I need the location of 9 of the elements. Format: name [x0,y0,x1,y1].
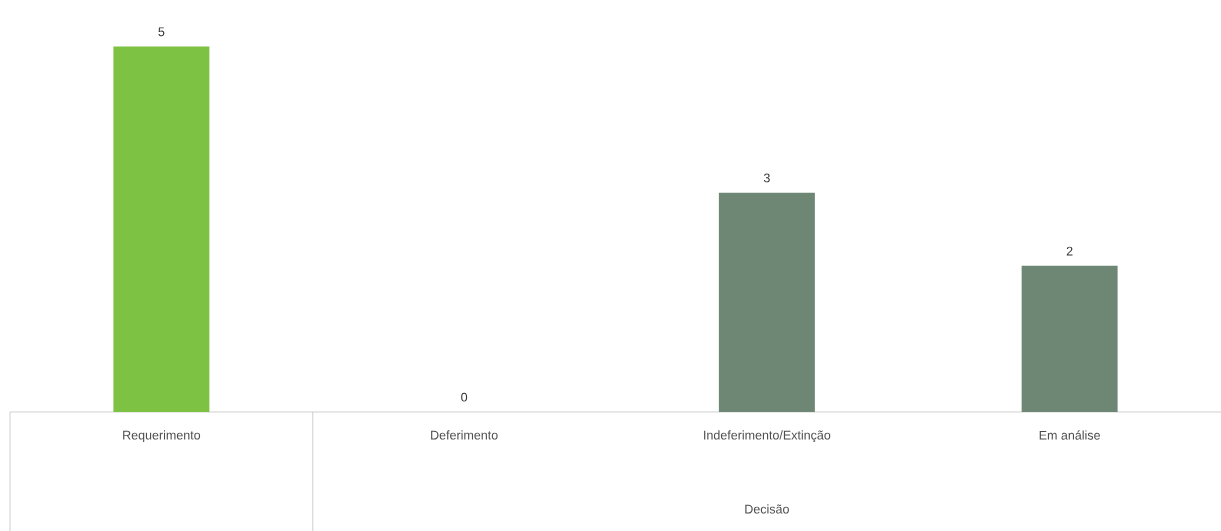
x-axis-title: Decisão [745,504,789,514]
x-tick-label: Em análise [1039,430,1100,440]
data-label: 0 [461,392,468,402]
x-tick-label: Deferimento [431,430,498,440]
x-tick-label: Indeferimento/Extinção [704,430,831,443]
data-label: 5 [158,27,165,37]
x-tick-label: Requerimento [123,430,201,442]
data-label: 3 [763,173,770,183]
data-label: 2 [1066,246,1073,256]
